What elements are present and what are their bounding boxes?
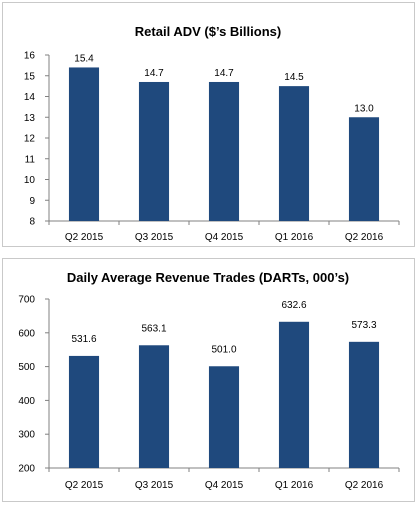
data-label: 501.0	[211, 344, 236, 355]
x-tick-label: Q1 2016	[275, 232, 314, 243]
y-tick-label: 10	[24, 175, 36, 186]
x-tick-label: Q1 2016	[275, 480, 314, 491]
bar	[68, 67, 100, 221]
retail-adv-chart-panel: Retail ADV ($’s Billions) 8 9 10 11 12 13 14 15…	[2, 2, 415, 247]
data-label: 14.7	[214, 68, 234, 79]
x-tick-label: Q4 2015	[205, 232, 244, 243]
y-tick-label: 300	[18, 430, 35, 441]
bar	[208, 81, 240, 221]
x-tick-label: Q3 2015	[135, 480, 174, 491]
darts-chart: Daily Average Revenue Trades (DARTs, 000…	[18, 270, 400, 491]
data-label: 14.7	[144, 68, 164, 79]
data-label: 14.5	[284, 72, 304, 83]
bar	[138, 81, 170, 221]
bar	[278, 86, 310, 221]
bar	[68, 355, 100, 468]
y-tick-label: 500	[18, 362, 35, 373]
data-label: 531.6	[71, 334, 96, 345]
y-tick-label: 600	[18, 328, 35, 339]
y-tick-label: 9	[29, 196, 35, 207]
y-tick-label: 16	[24, 51, 36, 62]
data-label: 573.3	[351, 320, 376, 331]
y-tick-label: 14	[24, 92, 36, 103]
x-tick-label: Q4 2015	[205, 480, 244, 491]
y-tick-label: 400	[18, 396, 35, 407]
y-tick-label: 15	[24, 71, 36, 82]
retail-adv-chart: Retail ADV ($’s Billions) 8 9 10 11 12 13 14 15…	[24, 24, 400, 243]
darts-chart-panel: Daily Average Revenue Trades (DARTs, 000…	[2, 258, 415, 502]
y-tick-label: 700	[18, 295, 35, 306]
bar	[348, 341, 380, 468]
y-tick-label: 13	[24, 113, 36, 124]
x-tick-label: Q2 2016	[345, 232, 384, 243]
data-label: 15.4	[74, 53, 94, 64]
plot-area: 8 9 10 11 12 13 14 15 16 15.4 Q2 2015 14.7 Q3 2015 14…	[24, 51, 400, 243]
data-label: 13.0	[354, 103, 374, 114]
chart-title: Daily Average Revenue Trades (DARTs, 000…	[67, 270, 349, 285]
x-tick-label: Q3 2015	[135, 232, 174, 243]
bar	[208, 366, 240, 468]
y-tick-label: 12	[24, 134, 36, 145]
y-tick-label: 200	[18, 464, 35, 475]
bar	[348, 117, 380, 221]
data-label: 563.1	[141, 323, 166, 334]
bar	[138, 345, 170, 468]
data-label: 632.6	[281, 300, 306, 311]
y-tick-label: 8	[29, 217, 35, 228]
x-tick-label: Q2 2015	[65, 232, 104, 243]
chart-title: Retail ADV ($’s Billions)	[135, 24, 281, 39]
x-tick-label: Q2 2016	[345, 480, 384, 491]
plot-area: 200 300 400 500 600 700 531.6 Q2 2015 563.1 Q3 20…	[18, 295, 400, 491]
y-tick-label: 11	[25, 154, 36, 165]
bar	[278, 321, 310, 468]
x-tick-label: Q2 2015	[65, 480, 104, 491]
